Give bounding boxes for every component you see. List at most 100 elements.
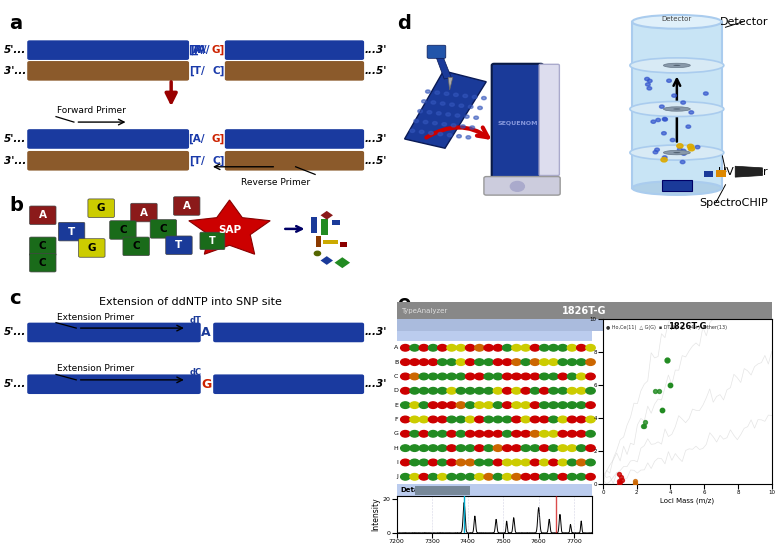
FancyBboxPatch shape (79, 239, 105, 257)
Circle shape (429, 387, 438, 394)
Circle shape (531, 373, 540, 380)
Circle shape (456, 359, 465, 365)
Text: UV Laser: UV Laser (718, 167, 768, 177)
FancyBboxPatch shape (225, 61, 364, 81)
Circle shape (493, 359, 503, 365)
Text: TypeAnalyzer: TypeAnalyzer (401, 307, 447, 314)
Circle shape (586, 387, 595, 394)
Text: C]: C] (212, 156, 225, 166)
Circle shape (475, 474, 484, 480)
Text: A: A (140, 208, 148, 217)
Circle shape (447, 359, 456, 365)
Circle shape (540, 373, 549, 380)
Circle shape (586, 359, 595, 365)
Circle shape (429, 416, 438, 423)
Circle shape (457, 135, 461, 138)
Circle shape (438, 416, 447, 423)
Text: 3'...: 3'... (4, 66, 26, 76)
Circle shape (567, 359, 576, 365)
Circle shape (427, 111, 432, 114)
Circle shape (540, 387, 549, 394)
Text: F: F (394, 417, 398, 422)
Point (615, 475, 628, 484)
Circle shape (475, 344, 484, 351)
Point (629, 482, 642, 491)
Circle shape (484, 387, 493, 394)
Circle shape (576, 402, 586, 408)
FancyBboxPatch shape (30, 253, 56, 272)
Circle shape (447, 402, 456, 408)
Text: G: G (394, 431, 398, 437)
Ellipse shape (673, 152, 681, 153)
Circle shape (440, 102, 445, 105)
Circle shape (521, 445, 531, 451)
Text: I: I (397, 460, 398, 465)
Circle shape (493, 459, 503, 466)
Circle shape (531, 359, 540, 365)
Text: 5'...: 5'... (4, 328, 26, 337)
Point (664, 380, 677, 389)
FancyBboxPatch shape (415, 486, 423, 495)
FancyBboxPatch shape (423, 486, 431, 495)
Text: SAP: SAP (218, 225, 241, 235)
Text: 5'...: 5'... (4, 134, 26, 144)
Circle shape (655, 148, 660, 152)
Circle shape (456, 402, 465, 408)
Point (649, 386, 661, 395)
Circle shape (558, 373, 567, 380)
Circle shape (493, 373, 503, 380)
Text: G]: G] (212, 134, 226, 144)
Circle shape (493, 344, 503, 351)
Circle shape (548, 459, 558, 466)
Circle shape (512, 344, 521, 351)
Circle shape (540, 431, 549, 437)
Circle shape (447, 344, 456, 351)
Circle shape (465, 431, 475, 437)
Circle shape (521, 344, 531, 351)
Circle shape (410, 359, 419, 365)
Point (613, 492, 626, 500)
Text: Forward Primer: Forward Primer (57, 106, 126, 115)
Circle shape (456, 373, 465, 380)
Text: 7764 (dE: 0.07): 7764 (dE: 0.07) (400, 499, 454, 506)
Circle shape (464, 115, 469, 118)
Text: T: T (68, 227, 75, 237)
FancyBboxPatch shape (397, 302, 772, 319)
FancyBboxPatch shape (200, 232, 225, 250)
FancyBboxPatch shape (321, 219, 328, 235)
Text: C: C (159, 224, 167, 234)
FancyBboxPatch shape (27, 129, 189, 149)
Circle shape (419, 402, 429, 408)
FancyBboxPatch shape (397, 331, 592, 341)
Circle shape (410, 445, 419, 451)
Circle shape (540, 344, 549, 351)
Ellipse shape (632, 15, 722, 29)
FancyBboxPatch shape (88, 199, 114, 217)
Circle shape (436, 112, 441, 115)
Circle shape (576, 387, 586, 394)
Circle shape (512, 416, 521, 423)
Text: SEQUENOM: SEQUENOM (497, 120, 538, 125)
Text: C]: C] (212, 66, 225, 76)
Circle shape (401, 359, 410, 365)
Point (613, 480, 626, 489)
Circle shape (558, 344, 567, 351)
Circle shape (548, 373, 558, 380)
Circle shape (696, 146, 700, 149)
Circle shape (472, 95, 477, 99)
Text: C: C (39, 258, 47, 268)
Text: b: b (9, 196, 23, 215)
Circle shape (465, 344, 475, 351)
Circle shape (465, 373, 475, 380)
FancyBboxPatch shape (427, 45, 446, 58)
Circle shape (512, 387, 521, 394)
Circle shape (419, 445, 429, 451)
Polygon shape (189, 200, 270, 254)
Circle shape (521, 416, 531, 423)
Circle shape (401, 459, 410, 466)
FancyBboxPatch shape (110, 221, 136, 239)
Circle shape (531, 474, 540, 480)
FancyBboxPatch shape (431, 486, 439, 495)
Circle shape (447, 134, 452, 137)
Circle shape (447, 416, 456, 423)
